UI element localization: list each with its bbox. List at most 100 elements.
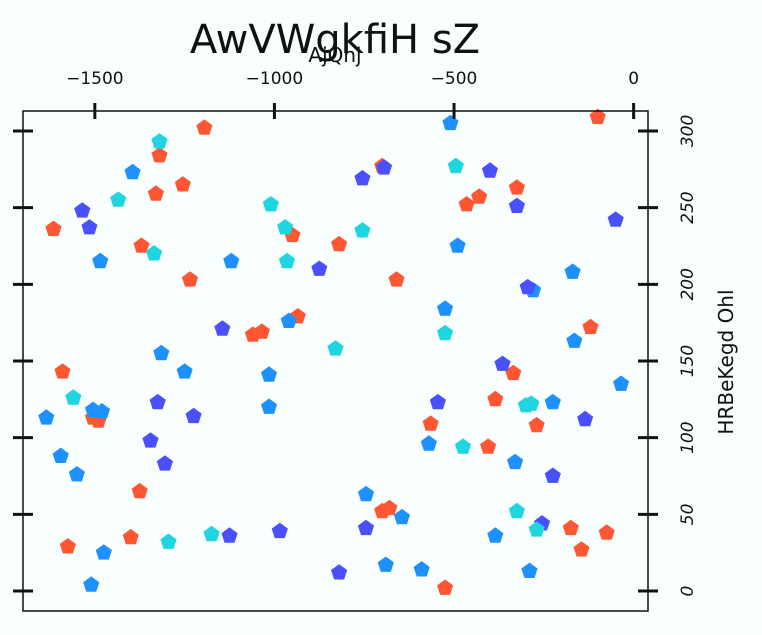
data-point <box>357 519 375 536</box>
data-point <box>481 162 498 178</box>
x-tick-label: 0 <box>628 69 639 89</box>
data-point <box>74 202 91 218</box>
data-point <box>429 393 446 410</box>
y-tick-label: 0 <box>678 586 698 597</box>
data-point <box>519 278 536 295</box>
data-point <box>494 355 511 371</box>
data-point <box>65 389 82 405</box>
data-point <box>487 390 504 407</box>
data-point <box>327 340 344 356</box>
data-point <box>261 398 278 414</box>
data-point <box>521 562 538 578</box>
data-point <box>83 576 100 592</box>
data-point <box>437 579 454 595</box>
data-point <box>381 499 398 516</box>
data-point <box>174 176 191 192</box>
data-point <box>480 438 497 454</box>
data-point <box>487 527 504 543</box>
data-point <box>68 466 85 482</box>
data-point <box>528 416 545 433</box>
y-tick-label: 50 <box>678 504 698 526</box>
data-point <box>573 541 590 557</box>
data-point <box>377 556 394 572</box>
data-point <box>151 133 168 149</box>
data-point <box>131 482 148 499</box>
data-point <box>253 323 270 339</box>
data-point <box>185 407 202 424</box>
data-point <box>357 485 375 502</box>
data-point <box>153 344 170 361</box>
x-tick-label: −1500 <box>66 69 124 89</box>
data-point <box>508 179 525 195</box>
data-point <box>95 544 112 560</box>
series-2 <box>74 159 624 580</box>
data-point <box>505 364 522 381</box>
y-axis: 0 50 100 150 200 250 300 <box>13 115 698 597</box>
data-point <box>388 271 405 287</box>
x-tick-label: −500 <box>431 69 478 89</box>
x-axis-label: AjQhj <box>308 43 361 67</box>
data-point <box>393 508 410 525</box>
data-point <box>311 260 328 276</box>
data-point <box>577 410 594 427</box>
data-point <box>203 525 220 542</box>
series-3 <box>65 133 545 549</box>
data-point <box>607 211 624 227</box>
plot-frame <box>22 110 649 612</box>
data-point <box>564 263 581 279</box>
data-point <box>93 403 111 419</box>
data-point <box>442 114 459 131</box>
data-point <box>223 252 240 269</box>
y-tick-label: 150 <box>678 345 698 377</box>
y-axis-label: HRBeKegd Ohl <box>714 289 738 434</box>
y-tick-label: 250 <box>678 191 698 223</box>
y-tick-label: 100 <box>678 421 698 453</box>
data-point <box>544 393 561 410</box>
data-point <box>437 300 454 316</box>
data-point <box>221 527 238 543</box>
data-point <box>354 170 371 186</box>
data-point <box>471 188 488 204</box>
data-point <box>149 393 166 410</box>
data-point <box>38 409 55 425</box>
data-point <box>176 363 193 379</box>
data-point <box>214 320 231 336</box>
data-point <box>124 163 141 180</box>
chart-title: AwVWgkfiH sZ <box>190 17 480 63</box>
data-point <box>582 318 599 335</box>
plot-area <box>38 108 630 595</box>
data-point <box>52 447 69 463</box>
data-point <box>277 219 294 235</box>
data-point <box>458 196 475 212</box>
data-point <box>181 271 199 287</box>
data-point <box>449 237 466 253</box>
data-point <box>507 453 524 470</box>
data-point <box>133 237 150 253</box>
data-point <box>110 191 127 207</box>
data-point <box>147 185 164 201</box>
data-point <box>92 252 109 269</box>
data-point <box>54 363 71 379</box>
data-point <box>562 519 579 536</box>
x-tick-label: −1000 <box>246 69 304 89</box>
data-point <box>420 435 437 451</box>
data-point <box>566 332 583 348</box>
data-point <box>544 467 561 483</box>
data-point <box>156 455 173 471</box>
data-point <box>523 395 540 411</box>
data-point <box>508 502 525 519</box>
data-point <box>331 564 348 580</box>
data-point <box>589 108 606 124</box>
data-point <box>508 197 525 213</box>
series-0 <box>45 108 615 595</box>
data-point <box>437 324 454 341</box>
data-point <box>261 366 278 382</box>
data-point <box>375 159 393 175</box>
data-point <box>59 538 76 554</box>
data-point <box>331 235 348 252</box>
data-point <box>262 196 279 212</box>
data-point <box>454 438 472 454</box>
x-axis: −1500 −1000 −500 0 <box>66 69 639 119</box>
data-point <box>354 222 371 238</box>
